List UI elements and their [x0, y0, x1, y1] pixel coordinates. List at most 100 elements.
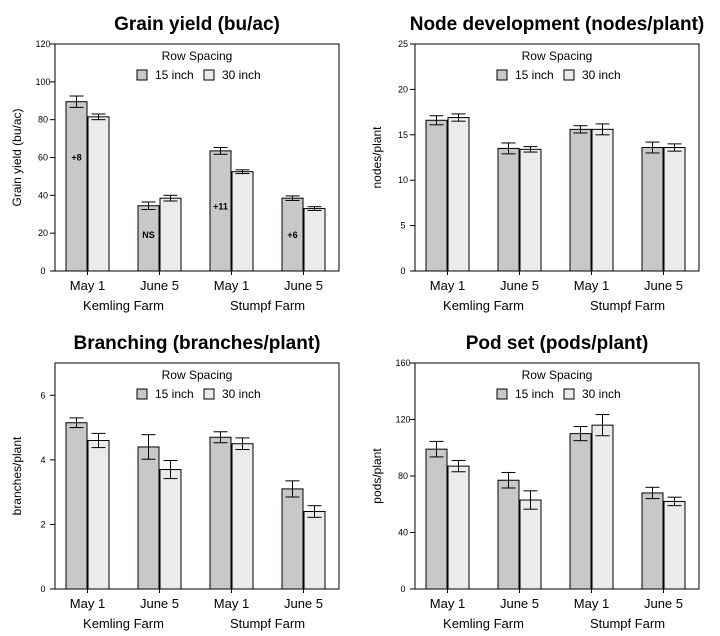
y-tick-label: 160 — [395, 358, 410, 368]
error-bar — [163, 194, 178, 202]
y-tick-label: 5 — [400, 221, 405, 231]
bar-30-inch — [87, 439, 110, 590]
legend-swatch — [203, 69, 215, 81]
bar-15-inch — [497, 479, 520, 590]
bar-30-inch — [303, 208, 326, 272]
x-tick-label: May 1 — [70, 596, 105, 611]
bar-15-inch — [65, 422, 88, 590]
error-bar — [645, 141, 660, 154]
group-label: Kemling Farm — [83, 298, 164, 313]
y-tick-label: 80 — [38, 115, 48, 125]
y-axis-label: Grain yield (bu/ac) — [10, 108, 24, 206]
error-bar — [69, 417, 84, 429]
significance-label: +11 — [213, 202, 228, 212]
x-tick-label: June 5 — [644, 596, 683, 611]
bar-15-inch — [569, 433, 592, 590]
legend-label: 15 inch — [515, 68, 554, 82]
legend: Row Spacing 15 inch 30 inch — [136, 368, 261, 401]
legend-label: 30 inch — [222, 68, 261, 82]
y-tick-label: 4 — [40, 455, 45, 465]
x-tick-label: May 1 — [70, 278, 105, 293]
bar-30-inch — [447, 117, 470, 272]
error-bar — [523, 490, 538, 510]
legend-swatch — [136, 388, 148, 400]
chart-panel-1: Grain yield (bu/ac) 0 20 40 60 80 100 120 Grain … — [10, 14, 340, 313]
y-axis-label: nodes/plant — [370, 126, 384, 189]
x-tick-label: June 5 — [284, 596, 323, 611]
error-bar — [285, 480, 300, 498]
chart-title: Grain yield (bu/ac) — [114, 14, 280, 35]
bar-30-inch — [231, 443, 254, 590]
error-bar — [451, 113, 466, 122]
bar-30-inch — [231, 171, 254, 272]
x-tick-label: June 5 — [140, 596, 179, 611]
chart-title: Branching (branches/plant) — [73, 333, 320, 354]
bar-15-inch — [209, 436, 232, 590]
legend: Row Spacing 15 inch 30 inch — [496, 368, 621, 401]
error-bar — [595, 414, 610, 437]
y-tick-label: 20 — [38, 228, 48, 238]
y-tick-label: 0 — [400, 584, 405, 594]
x-tick-label: June 5 — [500, 596, 539, 611]
y-tick-label: 120 — [35, 39, 50, 49]
bar-30-inch — [591, 424, 614, 590]
legend-swatch — [496, 69, 508, 81]
group-label: Kemling Farm — [83, 616, 164, 631]
significance-label: +6 — [287, 230, 297, 240]
plot-border — [54, 362, 340, 590]
bar-15-inch — [65, 101, 88, 272]
error-bar — [91, 113, 106, 121]
error-bar — [307, 505, 322, 518]
bar-15-inch — [137, 446, 160, 590]
legend-title: Row Spacing — [162, 368, 233, 382]
error-bar — [501, 471, 516, 489]
error-bar — [429, 115, 444, 126]
y-tick-label: 6 — [40, 390, 45, 400]
x-tick-label: May 1 — [430, 278, 465, 293]
legend: Row Spacing 15 inch 30 inch — [496, 49, 621, 82]
bar-15-inch — [425, 119, 448, 272]
bar-30-inch — [519, 148, 542, 272]
error-bar — [523, 146, 538, 153]
legend: Row Spacing 15 inch 30 inch — [136, 49, 261, 82]
chart-title: Node development (nodes/plant) — [410, 14, 705, 35]
y-tick-label: 0 — [40, 266, 45, 276]
bar-15-inch — [641, 147, 664, 272]
error-bar — [667, 143, 682, 152]
bar-15-inch — [641, 492, 664, 590]
x-tick-label: May 1 — [574, 596, 609, 611]
legend-title: Row Spacing — [162, 49, 233, 63]
legend-label: 15 inch — [515, 387, 554, 401]
y-tick-label: 100 — [35, 77, 50, 87]
bar-30-inch — [159, 197, 182, 272]
group-label: Kemling Farm — [443, 616, 524, 631]
bar-30-inch — [159, 469, 182, 590]
bar-30-inch — [663, 500, 686, 590]
y-axis-label: pods/plant — [370, 448, 384, 504]
error-bar — [91, 432, 106, 449]
x-tick-label: June 5 — [284, 278, 323, 293]
error-bar — [573, 426, 588, 442]
y-tick-label: 2 — [40, 519, 45, 529]
legend-swatch — [563, 388, 575, 400]
error-bar — [213, 146, 228, 155]
group-label: Stumpf Farm — [590, 298, 665, 313]
y-tick-label: 10 — [398, 175, 408, 185]
x-tick-label: June 5 — [500, 278, 539, 293]
bar-30-inch — [87, 116, 110, 272]
chart-title: Pod set (pods/plant) — [466, 333, 649, 354]
legend-title: Row Spacing — [522, 49, 593, 63]
legend-title: Row Spacing — [522, 368, 593, 382]
bar-15-inch — [281, 488, 304, 590]
x-tick-label: May 1 — [430, 596, 465, 611]
x-tick-label: May 1 — [574, 278, 609, 293]
y-tick-label: 0 — [400, 266, 405, 276]
group-label: Stumpf Farm — [230, 298, 305, 313]
group-label: Stumpf Farm — [230, 616, 305, 631]
error-bar — [285, 195, 300, 201]
error-bar — [235, 169, 250, 175]
error-bar — [645, 486, 660, 500]
error-bar — [595, 123, 610, 136]
legend-label: 15 inch — [155, 68, 194, 82]
